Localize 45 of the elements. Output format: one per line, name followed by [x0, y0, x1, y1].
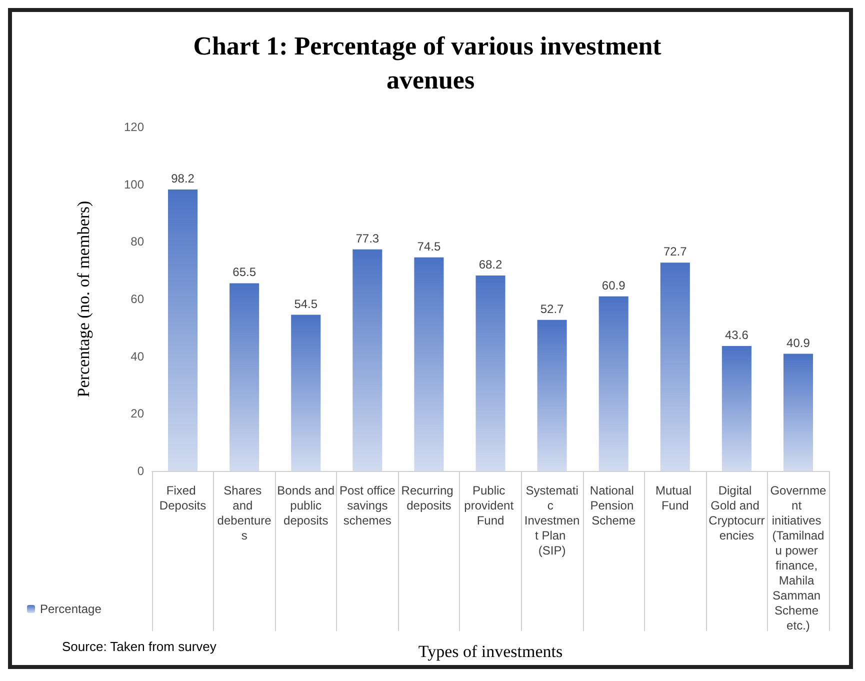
data-label: 68.2 [478, 257, 502, 272]
y-tick-label: 80 [130, 234, 144, 249]
chart-title: Chart 1: Percentage of various investment avenues [193, 32, 668, 94]
data-label: 65.5 [232, 265, 256, 280]
source-note: Source: Taken from survey [62, 639, 217, 654]
data-label: 98.2 [171, 171, 195, 186]
bar [783, 354, 813, 471]
bar [537, 320, 567, 471]
x-tick-label: Recurring deposits [401, 484, 457, 512]
bar [476, 275, 506, 471]
data-label: 52.7 [540, 302, 564, 316]
y-tick-label: 120 [124, 120, 144, 134]
bar [352, 249, 382, 471]
y-tick-label: 100 [124, 177, 144, 192]
y-tick-label: 40 [130, 349, 144, 364]
x-tick-label: Bonds and public deposits [277, 484, 335, 528]
bar [598, 296, 628, 471]
x-tick-label: Fixed Deposits [159, 484, 206, 512]
y-tick-label: 0 [137, 464, 144, 478]
bar [722, 346, 752, 471]
data-label: 72.7 [663, 244, 688, 259]
x-axis-title: Types of investments [418, 642, 563, 661]
data-label: 43.6 [725, 328, 749, 342]
bar [414, 257, 444, 471]
x-tick-label: Digital Gold and Cryptocurrencies [708, 484, 765, 542]
data-label: 54.5 [294, 296, 318, 311]
data-label: 40.9 [786, 336, 810, 350]
category-label: Government initiatives (Tamilnadu power finance, Mahila Samman Scheme etc.) [770, 484, 826, 632]
x-tick-label: Systematic Investment Plan (SIP) [524, 484, 580, 558]
bar [291, 314, 321, 471]
data-label: 77.3 [356, 231, 380, 246]
x-tick-label: Mutual Fund [655, 484, 695, 512]
data-label: 74.5 [417, 239, 441, 254]
x-tick-label: Post office savings schemes [340, 484, 396, 528]
y-tick-label: 60 [130, 292, 144, 306]
x-tick-label: National Pension Scheme [590, 484, 638, 528]
bar [230, 283, 260, 471]
legend-label: Percentage [40, 602, 102, 616]
bar [168, 189, 198, 471]
y-tick-label: 20 [130, 406, 144, 421]
x-tick-label: Public provident Fund [464, 484, 517, 528]
x-tick-label: Shares and debentures [217, 484, 272, 542]
bar [660, 262, 690, 471]
y-axis-title: Percentage (no. of members) [74, 200, 93, 398]
data-label: 60.9 [602, 278, 626, 292]
